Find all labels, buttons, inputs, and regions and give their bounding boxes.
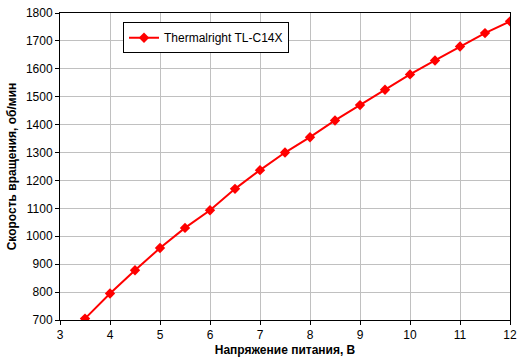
- svg-text:5: 5: [157, 328, 164, 342]
- svg-text:7: 7: [257, 328, 264, 342]
- svg-text:900: 900: [33, 257, 53, 271]
- svg-text:1000: 1000: [26, 229, 53, 243]
- svg-text:1200: 1200: [26, 174, 53, 188]
- svg-text:700: 700: [33, 313, 53, 327]
- svg-text:10: 10: [403, 328, 417, 342]
- svg-text:4: 4: [107, 328, 114, 342]
- svg-text:9: 9: [357, 328, 364, 342]
- svg-text:1700: 1700: [26, 34, 53, 48]
- svg-text:1500: 1500: [26, 90, 53, 104]
- svg-text:12: 12: [503, 328, 517, 342]
- svg-text:1400: 1400: [26, 118, 53, 132]
- svg-text:1600: 1600: [26, 62, 53, 76]
- svg-text:1800: 1800: [26, 6, 53, 20]
- svg-text:6: 6: [207, 328, 214, 342]
- svg-text:8: 8: [307, 328, 314, 342]
- svg-text:11: 11: [454, 328, 467, 342]
- svg-text:Скорость вращения, об/мин: Скорость вращения, об/мин: [5, 83, 19, 251]
- svg-text:1100: 1100: [27, 202, 53, 216]
- svg-text:3: 3: [57, 328, 64, 342]
- svg-text:800: 800: [33, 285, 53, 299]
- svg-text:1300: 1300: [26, 146, 53, 160]
- svg-text:Напряжение питания, В: Напряжение питания, В: [215, 343, 356, 357]
- svg-text:Thermalright TL-C14X: Thermalright TL-C14X: [164, 31, 283, 45]
